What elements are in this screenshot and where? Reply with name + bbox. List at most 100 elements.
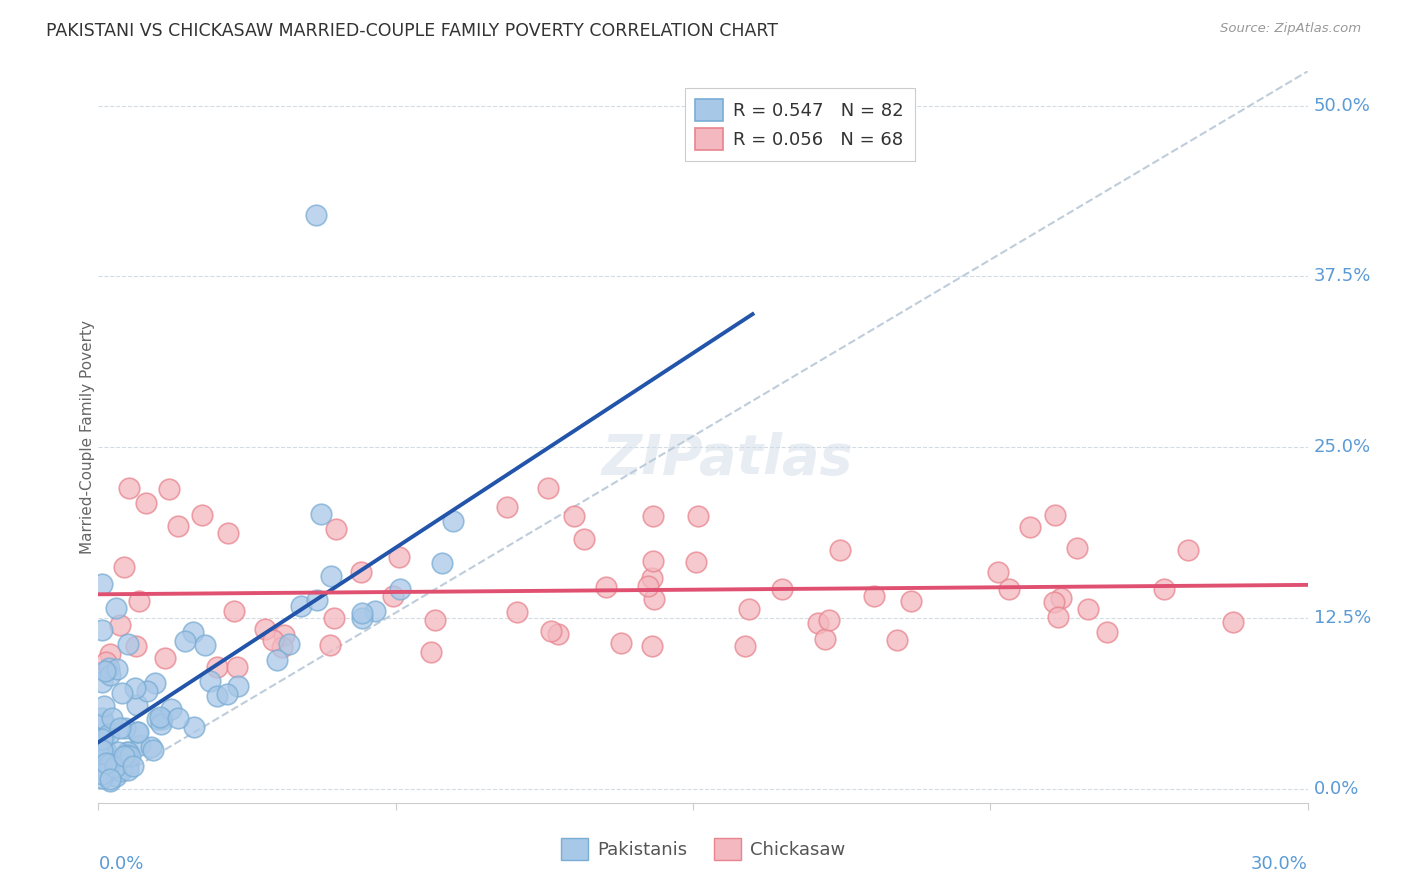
- Point: [157, 482, 180, 496]
- Point: [111, 686, 134, 700]
- Point: [128, 594, 150, 608]
- Point: [105, 769, 128, 783]
- Point: [98, 661, 121, 675]
- Text: PAKISTANI VS CHICKASAW MARRIED-COUPLE FAMILY POVERTY CORRELATION CHART: PAKISTANI VS CHICKASAW MARRIED-COUPLE FA…: [46, 22, 779, 40]
- Point: [228, 679, 250, 693]
- Point: [166, 711, 188, 725]
- Point: [305, 208, 328, 222]
- Point: [319, 638, 342, 652]
- Point: [641, 554, 664, 568]
- Point: [91, 745, 114, 759]
- Point: [101, 759, 124, 773]
- Point: [98, 648, 121, 662]
- Point: [1077, 602, 1099, 616]
- Point: [388, 550, 411, 565]
- Point: [142, 743, 165, 757]
- Point: [91, 675, 114, 690]
- Point: [166, 518, 188, 533]
- Point: [1047, 610, 1070, 624]
- Point: [262, 632, 284, 647]
- Y-axis label: Married-Couple Family Poverty: Married-Couple Family Poverty: [80, 320, 94, 554]
- Text: 50.0%: 50.0%: [1313, 96, 1371, 114]
- Point: [862, 589, 884, 603]
- Point: [91, 576, 114, 591]
- Point: [93, 716, 115, 731]
- Text: 0.0%: 0.0%: [98, 855, 143, 872]
- Point: [643, 592, 665, 607]
- Point: [93, 730, 115, 744]
- Point: [124, 681, 146, 695]
- Point: [143, 676, 166, 690]
- Point: [307, 593, 329, 607]
- Point: [91, 623, 114, 637]
- Point: [321, 569, 343, 583]
- Point: [266, 652, 288, 666]
- Point: [100, 772, 122, 786]
- Point: [987, 565, 1010, 579]
- Point: [108, 618, 131, 632]
- Point: [205, 660, 228, 674]
- Point: [129, 739, 152, 753]
- Point: [125, 639, 148, 653]
- Point: [117, 745, 139, 759]
- Point: [364, 604, 387, 618]
- Point: [139, 739, 162, 754]
- Point: [103, 754, 125, 768]
- Text: 12.5%: 12.5%: [1313, 609, 1371, 627]
- Point: [91, 767, 114, 781]
- Point: [325, 522, 347, 536]
- Point: [94, 655, 117, 669]
- Point: [112, 749, 135, 764]
- Text: 0.0%: 0.0%: [1313, 780, 1360, 798]
- Point: [198, 673, 221, 688]
- Point: [1097, 624, 1119, 639]
- Text: 25.0%: 25.0%: [1313, 438, 1371, 457]
- Point: [112, 560, 135, 574]
- Point: [94, 743, 117, 757]
- Point: [1222, 615, 1244, 629]
- Point: [595, 580, 617, 594]
- Point: [420, 645, 443, 659]
- Point: [205, 689, 228, 703]
- Point: [98, 773, 121, 788]
- Point: [309, 507, 332, 521]
- Point: [183, 720, 205, 734]
- Point: [830, 542, 852, 557]
- Point: [111, 762, 134, 776]
- Point: [104, 600, 127, 615]
- Point: [886, 632, 908, 647]
- Point: [271, 640, 294, 654]
- Point: [1043, 508, 1066, 523]
- Point: [225, 659, 247, 673]
- Point: [127, 725, 149, 739]
- Point: [253, 623, 276, 637]
- Text: 30.0%: 30.0%: [1251, 855, 1308, 872]
- Point: [441, 514, 464, 528]
- Point: [1066, 541, 1088, 556]
- Text: 37.5%: 37.5%: [1313, 268, 1371, 285]
- Point: [1050, 591, 1073, 605]
- Point: [738, 601, 761, 615]
- Point: [540, 624, 562, 638]
- Point: [94, 745, 117, 759]
- Point: [136, 684, 159, 698]
- Point: [115, 748, 138, 763]
- Point: [734, 639, 756, 653]
- Point: [98, 727, 121, 741]
- Point: [122, 758, 145, 772]
- Point: [107, 745, 129, 759]
- Point: [322, 610, 344, 624]
- Point: [101, 711, 124, 725]
- Point: [997, 582, 1019, 596]
- Point: [94, 765, 117, 780]
- Point: [117, 746, 139, 760]
- Point: [381, 590, 404, 604]
- Point: [104, 760, 127, 774]
- Point: [495, 500, 517, 514]
- Point: [93, 699, 115, 714]
- Point: [1042, 595, 1064, 609]
- Point: [609, 635, 631, 649]
- Point: [153, 651, 176, 665]
- Point: [273, 628, 295, 642]
- Point: [814, 632, 837, 647]
